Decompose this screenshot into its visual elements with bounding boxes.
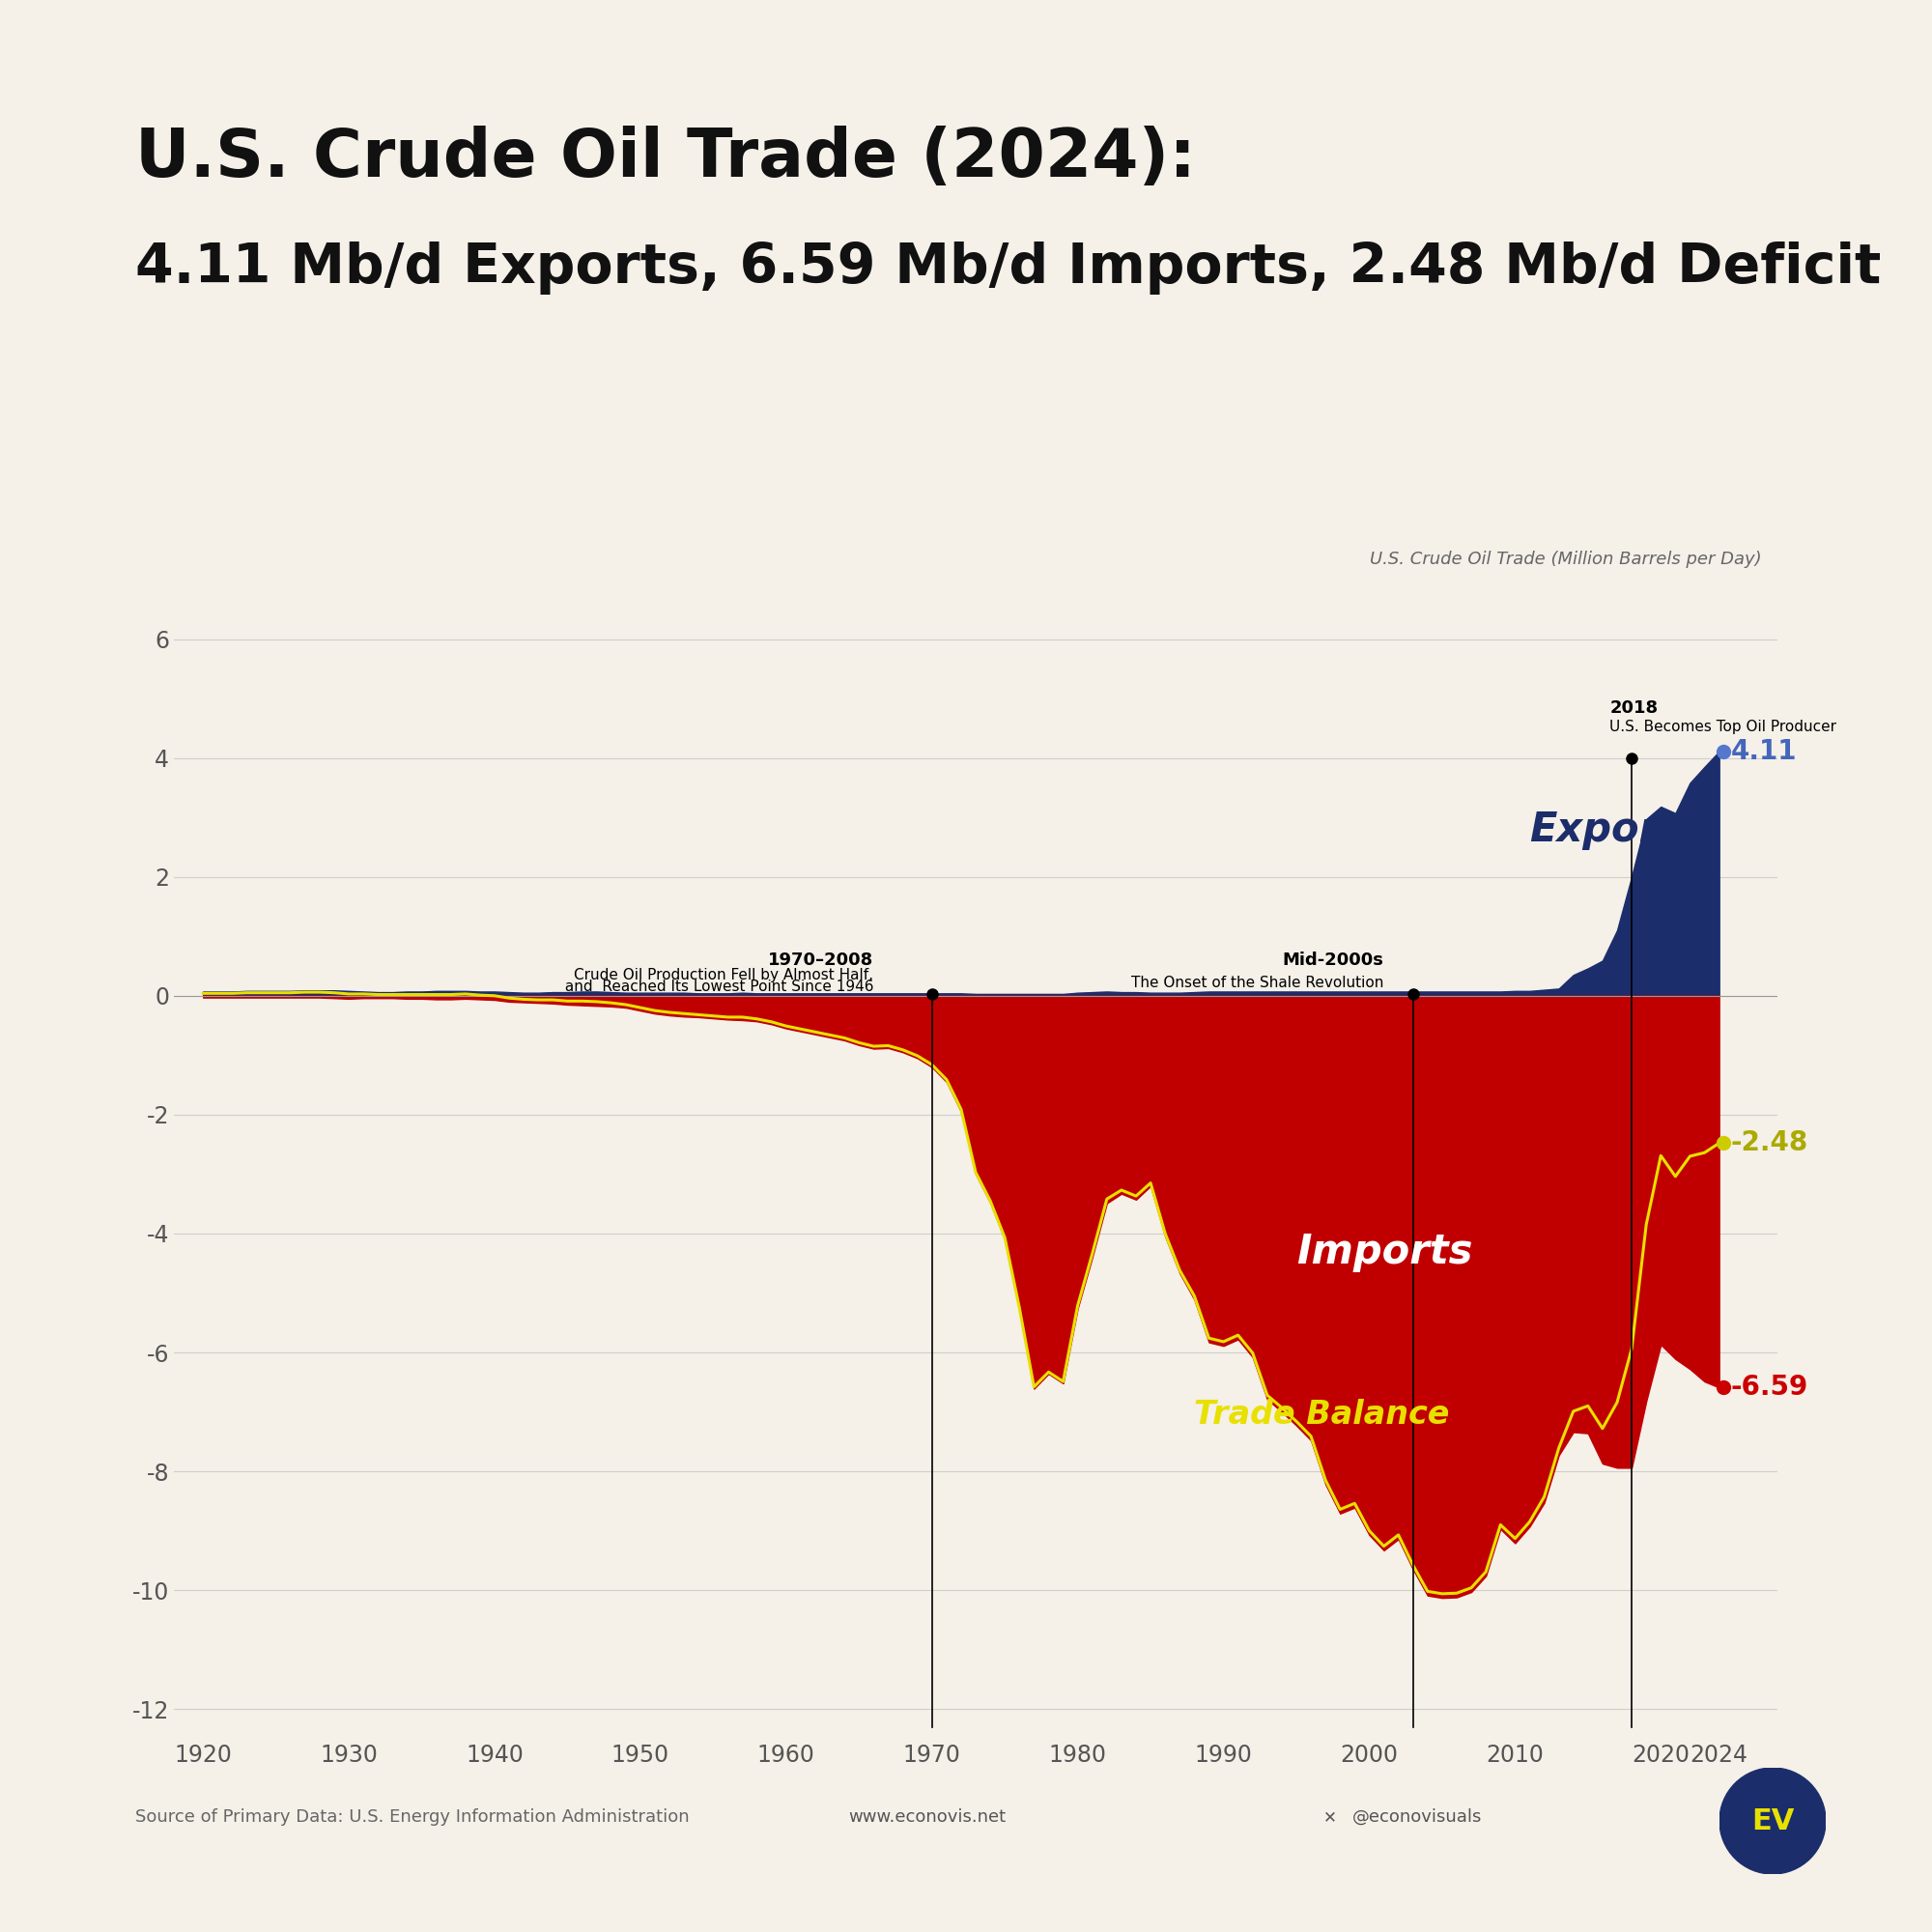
Text: 1970–2008: 1970–2008 (769, 952, 873, 970)
Text: Source of Primary Data: U.S. Energy Information Administration: Source of Primary Data: U.S. Energy Info… (135, 1808, 690, 1826)
Text: and  Reached Its Lowest Point Since 1946: and Reached Its Lowest Point Since 1946 (560, 980, 873, 993)
Text: Crude Oil Production Fell by Almost Half,: Crude Oil Production Fell by Almost Half… (574, 968, 873, 983)
Text: Imports: Imports (1296, 1231, 1472, 1271)
Text: -6.59: -6.59 (1731, 1374, 1808, 1401)
Text: U.S. Crude Oil Trade (2024):: U.S. Crude Oil Trade (2024): (135, 126, 1196, 191)
Text: U.S. Becomes Top Oil Producer: U.S. Becomes Top Oil Producer (1609, 719, 1837, 734)
Text: @econovisuals: @econovisuals (1352, 1808, 1482, 1826)
Text: 2018: 2018 (1609, 699, 1658, 717)
Text: www.econovis.net: www.econovis.net (848, 1808, 1007, 1826)
Text: U.S. Crude Oil Trade (Million Barrels per Day): U.S. Crude Oil Trade (Million Barrels pe… (1370, 551, 1762, 568)
Circle shape (1719, 1768, 1826, 1874)
Text: EV: EV (1750, 1806, 1795, 1835)
Text: 4.11 Mb/d Exports, 6.59 Mb/d Imports, 2.48 Mb/d Deficit: 4.11 Mb/d Exports, 6.59 Mb/d Imports, 2.… (135, 242, 1882, 294)
Text: Exports: Exports (1530, 810, 1702, 850)
Text: ✕: ✕ (1323, 1808, 1337, 1826)
Text: 4.11: 4.11 (1731, 738, 1797, 765)
Text: Trade Balance: Trade Balance (1194, 1399, 1449, 1430)
Text: -2.48: -2.48 (1731, 1130, 1808, 1157)
Text: Mid-2000s: Mid-2000s (1283, 952, 1383, 970)
Text: The Onset of the Shale Revolution: The Onset of the Shale Revolution (1132, 976, 1383, 989)
